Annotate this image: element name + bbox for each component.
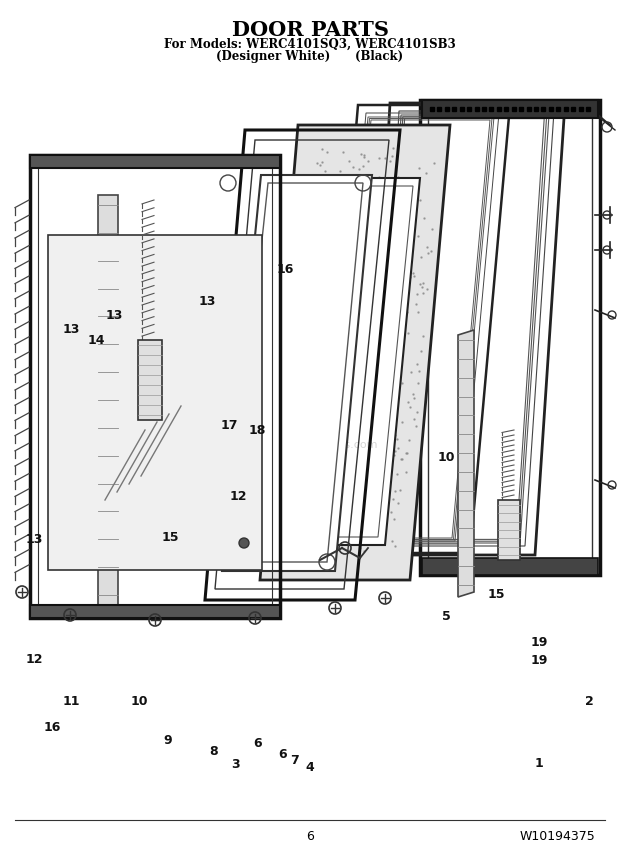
Text: 10: 10 [438, 451, 455, 465]
Text: W10194375: W10194375 [520, 829, 595, 842]
Text: 3: 3 [231, 758, 240, 771]
Text: 10: 10 [131, 695, 148, 709]
Text: 1: 1 [535, 757, 544, 770]
Text: 13: 13 [106, 308, 123, 322]
Polygon shape [48, 235, 262, 570]
Text: 14: 14 [87, 334, 105, 348]
Text: eReplacementParts.com: eReplacementParts.com [242, 440, 378, 450]
Polygon shape [222, 175, 372, 571]
Text: 6: 6 [278, 748, 286, 762]
Text: 16: 16 [44, 721, 61, 734]
Polygon shape [98, 195, 118, 605]
Text: 5: 5 [442, 609, 451, 623]
Text: 19: 19 [531, 654, 548, 668]
Text: DOOR PARTS: DOOR PARTS [231, 20, 389, 40]
Polygon shape [30, 155, 280, 168]
Text: 18: 18 [249, 424, 266, 437]
Text: 9: 9 [163, 734, 172, 747]
Text: 2: 2 [585, 695, 593, 709]
Polygon shape [30, 605, 280, 618]
Text: 17: 17 [221, 419, 238, 432]
Text: 15: 15 [487, 588, 505, 602]
Circle shape [239, 538, 249, 548]
Text: 8: 8 [210, 745, 218, 758]
Text: 12: 12 [25, 652, 43, 666]
Text: 13: 13 [25, 532, 43, 546]
Text: For Models: WERC4101SQ3, WERC4101SB3: For Models: WERC4101SQ3, WERC4101SB3 [164, 38, 456, 51]
Text: 19: 19 [531, 635, 548, 649]
Text: 6: 6 [253, 736, 262, 750]
Text: 13: 13 [63, 323, 80, 336]
Text: 4: 4 [306, 761, 314, 775]
Polygon shape [260, 125, 450, 580]
Polygon shape [458, 330, 474, 597]
Text: 11: 11 [63, 695, 80, 709]
Polygon shape [498, 500, 520, 560]
Text: 15: 15 [162, 531, 179, 544]
Polygon shape [278, 178, 420, 545]
Polygon shape [422, 558, 598, 575]
Text: 7: 7 [290, 754, 299, 768]
Text: 16: 16 [277, 263, 294, 276]
Text: 6: 6 [306, 829, 314, 842]
Text: (Designer White)      (Black): (Designer White) (Black) [216, 50, 404, 63]
Polygon shape [422, 100, 598, 118]
Text: 13: 13 [199, 294, 216, 308]
Polygon shape [138, 340, 162, 420]
Text: 12: 12 [230, 490, 247, 503]
